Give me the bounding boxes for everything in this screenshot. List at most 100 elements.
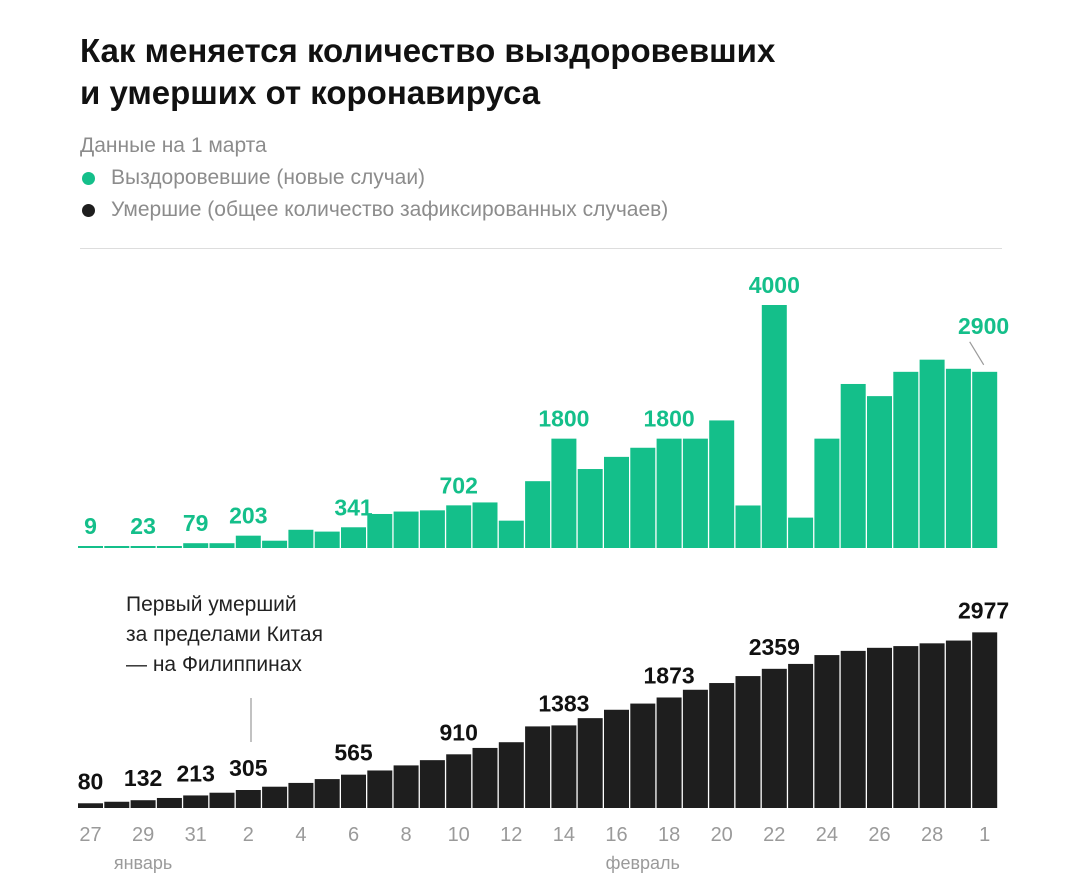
bar-recovered	[209, 543, 235, 548]
x-tick-label: 1	[979, 824, 990, 846]
data-label-deaths: 80	[78, 768, 104, 794]
bar-recovered	[288, 529, 314, 548]
x-tick-label: 28	[921, 824, 943, 846]
bar-recovered	[761, 305, 787, 548]
bar-recovered	[735, 505, 761, 548]
data-label-recovered: 9	[84, 513, 97, 539]
data-label-deaths: 910	[440, 719, 478, 745]
bar-deaths	[104, 801, 130, 808]
data-label-recovered: 23	[130, 513, 156, 539]
data-label-deaths: 1873	[644, 662, 695, 688]
bar-recovered	[656, 438, 682, 548]
data-label-recovered: 702	[440, 472, 478, 498]
month-label: январь	[114, 853, 172, 873]
annotation-line-1: Первый умерший	[126, 593, 297, 616]
data-label-recovered: 4000	[749, 272, 800, 298]
annotation-first-death-outside-china: Первый умерший за пределами Китая — на Ф…	[126, 590, 323, 680]
chart-title: Как меняется количество выздоровевших и …	[80, 30, 980, 114]
bar-recovered	[525, 481, 551, 548]
data-label-deaths: 565	[334, 740, 373, 766]
bar-recovered	[262, 540, 288, 548]
bar-recovered	[393, 511, 419, 548]
x-tick-label: 6	[348, 824, 359, 846]
bar-deaths	[577, 718, 603, 808]
bar-deaths	[78, 803, 103, 808]
data-label-recovered: 79	[183, 510, 209, 536]
bar-recovered	[367, 513, 393, 548]
bar-deaths	[393, 765, 419, 808]
data-label-deaths: 2977	[958, 597, 1009, 623]
bar-deaths	[788, 663, 814, 808]
bar-deaths	[656, 697, 682, 808]
chart-title-line-1: Как меняется количество выздоровевших	[80, 32, 776, 69]
x-tick-label: 29	[132, 824, 154, 846]
bar-deaths	[814, 655, 840, 808]
x-tick-label: 31	[185, 824, 207, 846]
bar-deaths	[472, 747, 498, 808]
x-tick-label: 22	[763, 824, 785, 846]
bar-recovered	[604, 456, 629, 548]
bar-recovered	[945, 368, 971, 548]
bar-deaths	[945, 640, 971, 808]
bar-deaths	[235, 790, 261, 808]
bar-deaths	[682, 689, 708, 808]
bar-deaths	[893, 646, 919, 808]
bar-recovered	[78, 546, 103, 548]
bar-deaths	[130, 800, 156, 808]
bar-deaths	[630, 703, 656, 808]
bar-recovered	[840, 383, 866, 548]
bar-deaths	[735, 676, 761, 808]
data-label-deaths: 2359	[749, 634, 800, 660]
deaths-bars	[78, 632, 998, 808]
legend: Выздоровевшие (новые случаи) Умершие (об…	[80, 162, 668, 226]
bar-recovered	[867, 396, 892, 548]
bar-deaths	[551, 725, 577, 808]
bar-recovered	[156, 546, 182, 548]
bar-deaths	[156, 797, 182, 808]
bar-deaths	[604, 709, 629, 808]
bar-recovered	[814, 438, 840, 548]
data-label-deaths: 132	[124, 765, 162, 791]
legend-label-recovered: Выздоровевшие (новые случаи)	[111, 166, 426, 189]
bar-deaths	[972, 632, 998, 808]
bar-recovered	[630, 447, 656, 548]
recovered-bars	[78, 305, 998, 548]
bar-deaths	[367, 770, 393, 808]
legend-item-recovered: Выздоровевшие (новые случаи)	[80, 162, 668, 194]
bar-recovered	[498, 520, 524, 548]
data-label-recovered: 1800	[538, 406, 589, 432]
annotation-line-3: — на Филиппинах	[126, 653, 302, 676]
bar-deaths	[314, 779, 340, 808]
x-tick-label: 4	[295, 824, 306, 846]
x-tick-label: 24	[816, 824, 838, 846]
bar-deaths	[525, 726, 551, 808]
annotation-line-2: за пределами Китая	[126, 623, 323, 646]
bar-deaths	[867, 647, 892, 808]
x-tick-label: 8	[401, 824, 412, 846]
bar-deaths	[446, 754, 472, 808]
legend-dot-recovered-icon	[82, 171, 95, 185]
x-tick-label: 18	[658, 824, 680, 846]
x-tick-label: 26	[868, 824, 890, 846]
x-tick-label: 2	[243, 824, 254, 846]
data-label-deaths: 305	[229, 755, 268, 781]
data-label-recovered: 203	[229, 503, 267, 529]
bar-recovered	[130, 546, 156, 548]
bar-recovered	[419, 510, 445, 548]
data-label-recovered: 2900	[958, 313, 1009, 339]
legend-dot-deaths-icon	[82, 203, 95, 217]
bar-recovered	[235, 535, 261, 548]
bar-deaths	[840, 650, 866, 808]
bar-recovered	[472, 502, 498, 548]
x-tick-label: 12	[500, 824, 522, 846]
bar-deaths	[209, 792, 235, 808]
data-date-note: Данные на 1 марта	[80, 134, 267, 157]
divider	[80, 248, 1002, 249]
x-tick-label: 16	[605, 824, 627, 846]
bar-deaths	[919, 643, 945, 808]
bar-recovered	[893, 371, 919, 548]
bar-recovered	[919, 359, 945, 548]
bar-recovered	[709, 420, 735, 548]
bar-deaths	[761, 668, 787, 808]
